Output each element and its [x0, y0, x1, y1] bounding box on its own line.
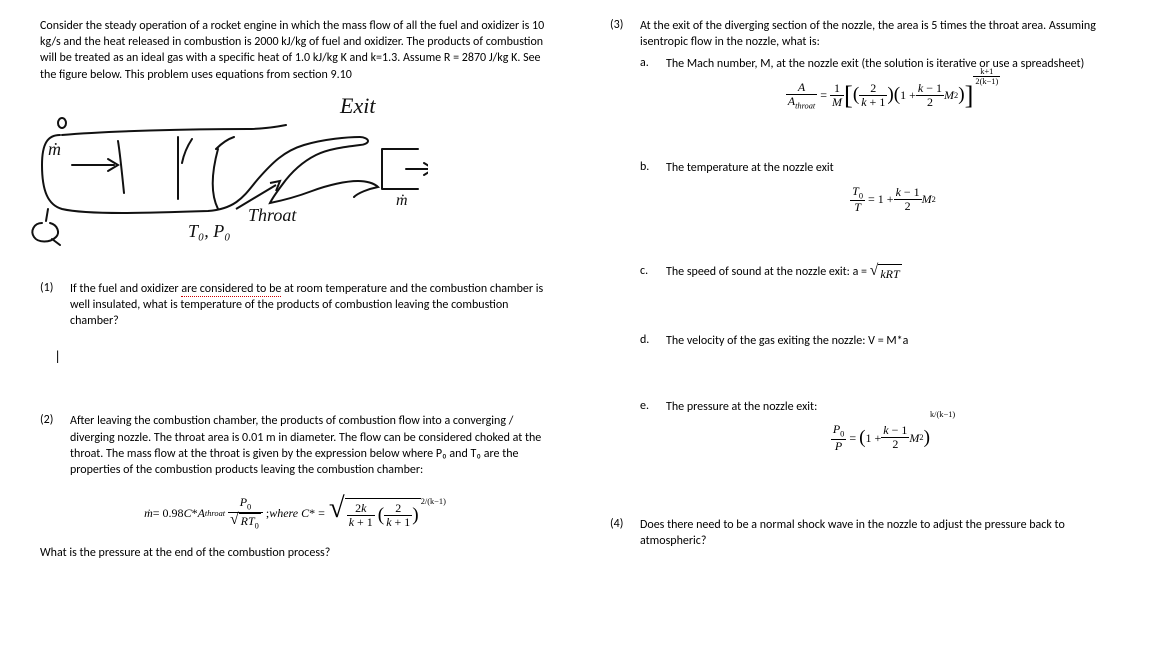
question-1: (1) If the fuel and oxidizer are conside… — [40, 281, 550, 330]
q2-intro: After leaving the combustion chamber, th… — [70, 413, 550, 478]
q2-number: (2) — [40, 413, 62, 478]
q2-equation: ṁ = 0.98 C*Athroat P0 √RT0 ; where C* = … — [40, 496, 550, 530]
text-cursor: | — [40, 349, 550, 363]
question-2: (2) After leaving the combustion chamber… — [40, 413, 550, 560]
q1-text: If the fuel and oxidizer are considered … — [70, 281, 550, 330]
left-column: Consider the steady operation of a rocke… — [40, 18, 550, 653]
q3e: e. The pressure at the nozzle exit: P0P … — [610, 399, 1120, 453]
label-mdot2: ṁ — [396, 192, 408, 209]
problem-intro: Consider the steady operation of a rocke… — [40, 18, 550, 83]
spellcheck-underline: are considered to be — [181, 282, 281, 297]
right-column: (3) At the exit of the diverging section… — [610, 18, 1120, 653]
question-4: (4) Does there need to be a normal shock… — [610, 517, 1120, 549]
q3a-equation: AAthroat = 1M [ (2k + 1) (1 + k − 12M2) … — [666, 79, 1120, 111]
q3e-text: The pressure at the nozzle exit: — [666, 399, 1120, 415]
q3-intro: At the exit of the diverging section of … — [640, 18, 1120, 50]
q3b: b. The temperature at the nozzle exit T0… — [610, 160, 1120, 214]
q3e-equation: P0P = (1 + k − 12M2) k/(k−1) — [666, 421, 1120, 453]
q3b-text: The temperature at the nozzle exit — [666, 160, 1120, 176]
q3d: d. The velocity of the gas exiting the n… — [610, 333, 1120, 349]
q1-number: (1) — [40, 281, 62, 330]
q3-number: (3) — [610, 18, 632, 50]
q3b-equation: T0T = 1 + k − 12M2 — [666, 183, 1120, 215]
q3d-text: The velocity of the gas exiting the nozz… — [666, 333, 1120, 349]
label-t0p0: T₀, P₀ — [188, 221, 231, 241]
label-mdot: ṁ — [48, 139, 61, 159]
q3a-text: The Mach number, M, at the nozzle exit (… — [666, 56, 1120, 72]
label-exit: Exit — [339, 93, 376, 118]
q3a: a. The Mach number, M, at the nozzle exi… — [610, 56, 1120, 110]
label-throat: Throat — [248, 205, 297, 225]
q4-text: Does there need to be a normal shock wav… — [640, 517, 1120, 549]
q2-question: What is the pressure at the end of the c… — [40, 546, 550, 560]
q3c: c. The speed of sound at the nozzle exit… — [610, 264, 1120, 282]
question-3: (3) At the exit of the diverging section… — [610, 18, 1120, 453]
q3c-text: The speed of sound at the nozzle exit: a… — [666, 264, 1120, 282]
rocket-sketch: Exit ṁ ṁ Throat T₀, P₀ — [28, 93, 550, 257]
q4-number: (4) — [610, 517, 632, 549]
